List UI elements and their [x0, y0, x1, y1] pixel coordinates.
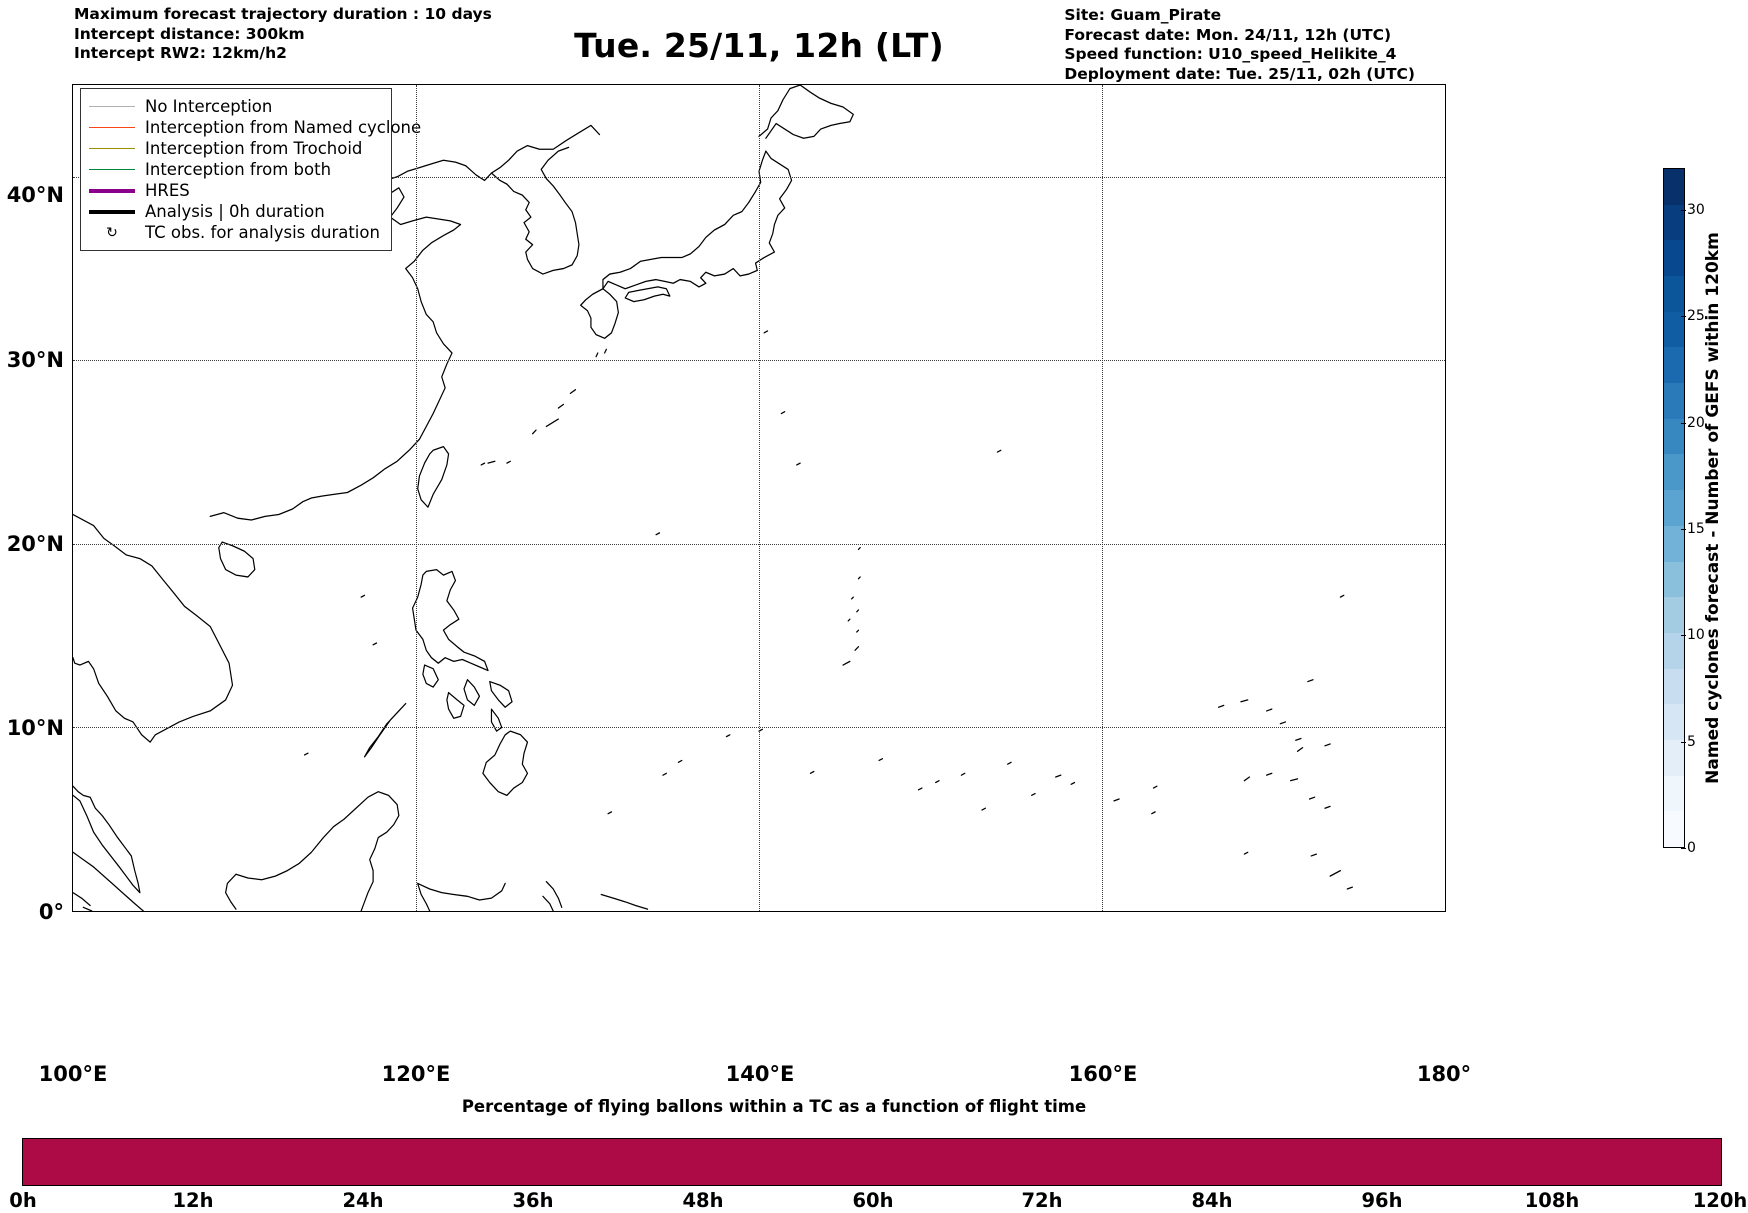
percentage-chart-title: Percentage of flying ballons within a TC… [0, 1097, 1748, 1116]
colorbar-band-8 [1664, 525, 1684, 562]
map-gridline-horizontal [73, 543, 1445, 545]
colorbar [1663, 168, 1685, 848]
colorbar-band-0 [1664, 811, 1684, 847]
colorbar-band-2 [1664, 739, 1684, 776]
header-site: Site: Guam_Pirate [1064, 6, 1222, 24]
map-gridline-horizontal [73, 727, 1445, 729]
header-left-line-1: Maximum forecast trajectory duration : 1… [74, 5, 492, 23]
colorbar-title-text: Named cyclones forecast - Number of GEFS… [1703, 232, 1723, 784]
percentage-bar [23, 1139, 1721, 1185]
pct-tick-96h: 96h [1361, 1189, 1403, 1212]
page-title: Tue. 25/11, 12h (LT) [0, 26, 1748, 65]
cyclone-marker-icon: ↻ [89, 226, 135, 240]
legend-label-no-interception: No Interception [145, 97, 273, 116]
colorbar-band-17 [1664, 204, 1684, 241]
colorbar-band-10 [1664, 454, 1684, 491]
cbtick-0: 0 [1681, 840, 1696, 856]
legend-swatch-named-cyclone [89, 127, 135, 128]
colorbar-band-13 [1664, 347, 1684, 384]
colorbar-band-14 [1664, 311, 1684, 348]
ytick-10n: 10°N [6, 716, 64, 740]
pct-tick-120h: 120h [1692, 1189, 1748, 1212]
legend-swatch-hres [89, 188, 135, 193]
legend-item-no-interception: No Interception [89, 96, 381, 117]
map-legend: No Interception Interception from Named … [80, 88, 421, 251]
page-title-text: Tue. 25/11, 12h (LT) [574, 26, 944, 65]
pct-tick-72h: 72h [1021, 1189, 1063, 1212]
colorbar-band-1 [1664, 775, 1684, 812]
ytick-0: 0° [38, 900, 64, 924]
pct-tick-0h: 0h [9, 1189, 37, 1212]
ytick-30n: 30°N [6, 348, 64, 372]
percentage-chart-title-text: Percentage of flying ballons within a TC… [461, 1097, 1087, 1116]
map-gridline-vertical [1102, 85, 1103, 911]
pct-tick-36h: 36h [512, 1189, 554, 1212]
legend-swatch-trochoid [89, 148, 135, 149]
map-gridline-horizontal [73, 360, 1445, 362]
colorbar-band-7 [1664, 561, 1684, 598]
colorbar-band-12 [1664, 383, 1684, 419]
xtick-100e: 100°E [38, 1062, 108, 1086]
colorbar-band-5 [1664, 632, 1684, 669]
map-gridline-horizontal [73, 176, 1445, 178]
map-gridline-vertical [759, 85, 760, 911]
legend-label-analysis: Analysis | 0h duration [145, 202, 325, 221]
legend-swatch-no-interception [89, 106, 135, 107]
xtick-180: 180° [1416, 1062, 1472, 1086]
header-left-line-3: Intercept RW2: 12km/h2 [74, 44, 287, 62]
xtick-140e: 140°E [725, 1062, 795, 1086]
header-speed-function: Speed function: U10_speed_Helikite_4 [1064, 45, 1397, 63]
legend-swatch-analysis [89, 209, 135, 214]
legend-label-tc-obs: TC obs. for analysis duration [145, 223, 380, 242]
header-left-line-2: Intercept distance: 300km [74, 24, 305, 43]
legend-label-hres: HRES [145, 181, 190, 200]
cbtick-5: 5 [1681, 734, 1696, 750]
pct-tick-12h: 12h [172, 1189, 214, 1212]
pct-tick-48h: 48h [682, 1189, 724, 1212]
colorbar-band-11 [1664, 418, 1684, 455]
header-right-info: Site: Guam_Pirate Forecast date: Mon. 24… [1064, 6, 1415, 84]
colorbar-band-15 [1664, 276, 1684, 312]
ytick-20n: 20°N [6, 532, 64, 556]
legend-label-named-cyclone: Interception from Named cyclone [145, 118, 422, 137]
legend-swatch-both [89, 169, 135, 170]
colorbar-title: Named cyclones forecast - Number of GEFS… [1700, 168, 1726, 848]
legend-item-trochoid: Interception from Trochoid [89, 138, 381, 159]
legend-item-named-cyclone: Interception from Named cyclone [89, 117, 421, 138]
header-left-info: Maximum forecast trajectory duration : 1… [74, 5, 492, 64]
colorbar-band-9 [1664, 490, 1684, 526]
legend-label-trochoid: Interception from Trochoid [145, 139, 363, 158]
legend-item-hres: HRES [89, 180, 381, 201]
pct-tick-108h: 108h [1524, 1189, 1580, 1212]
colorbar-gradient [1663, 168, 1685, 848]
map-gridline-vertical [416, 85, 417, 911]
colorbar-band-4 [1664, 668, 1684, 705]
legend-item-both: Interception from both [89, 159, 381, 180]
colorbar-band-6 [1664, 597, 1684, 633]
header-deployment-date: Deployment date: Tue. 25/11, 02h (UTC) [1064, 64, 1415, 83]
legend-item-tc-obs: ↻ TC obs. for analysis duration [89, 222, 381, 243]
legend-label-both: Interception from both [145, 160, 332, 179]
colorbar-band-3 [1664, 704, 1684, 740]
legend-item-analysis: Analysis | 0h duration [89, 201, 381, 222]
pct-tick-60h: 60h [852, 1189, 894, 1212]
cyclone-glyph: ↻ [106, 224, 118, 241]
xtick-120e: 120°E [381, 1062, 451, 1086]
pct-tick-84h: 84h [1191, 1189, 1233, 1212]
percentage-plot-area [22, 1138, 1722, 1186]
header-forecast-date: Forecast date: Mon. 24/11, 12h (UTC) [1064, 25, 1392, 44]
pct-tick-24h: 24h [342, 1189, 384, 1212]
colorbar-band-16 [1664, 240, 1684, 276]
colorbar-band-18 [1664, 168, 1684, 205]
ytick-40n: 40°N [6, 183, 64, 207]
xtick-160e: 160°E [1068, 1062, 1138, 1086]
